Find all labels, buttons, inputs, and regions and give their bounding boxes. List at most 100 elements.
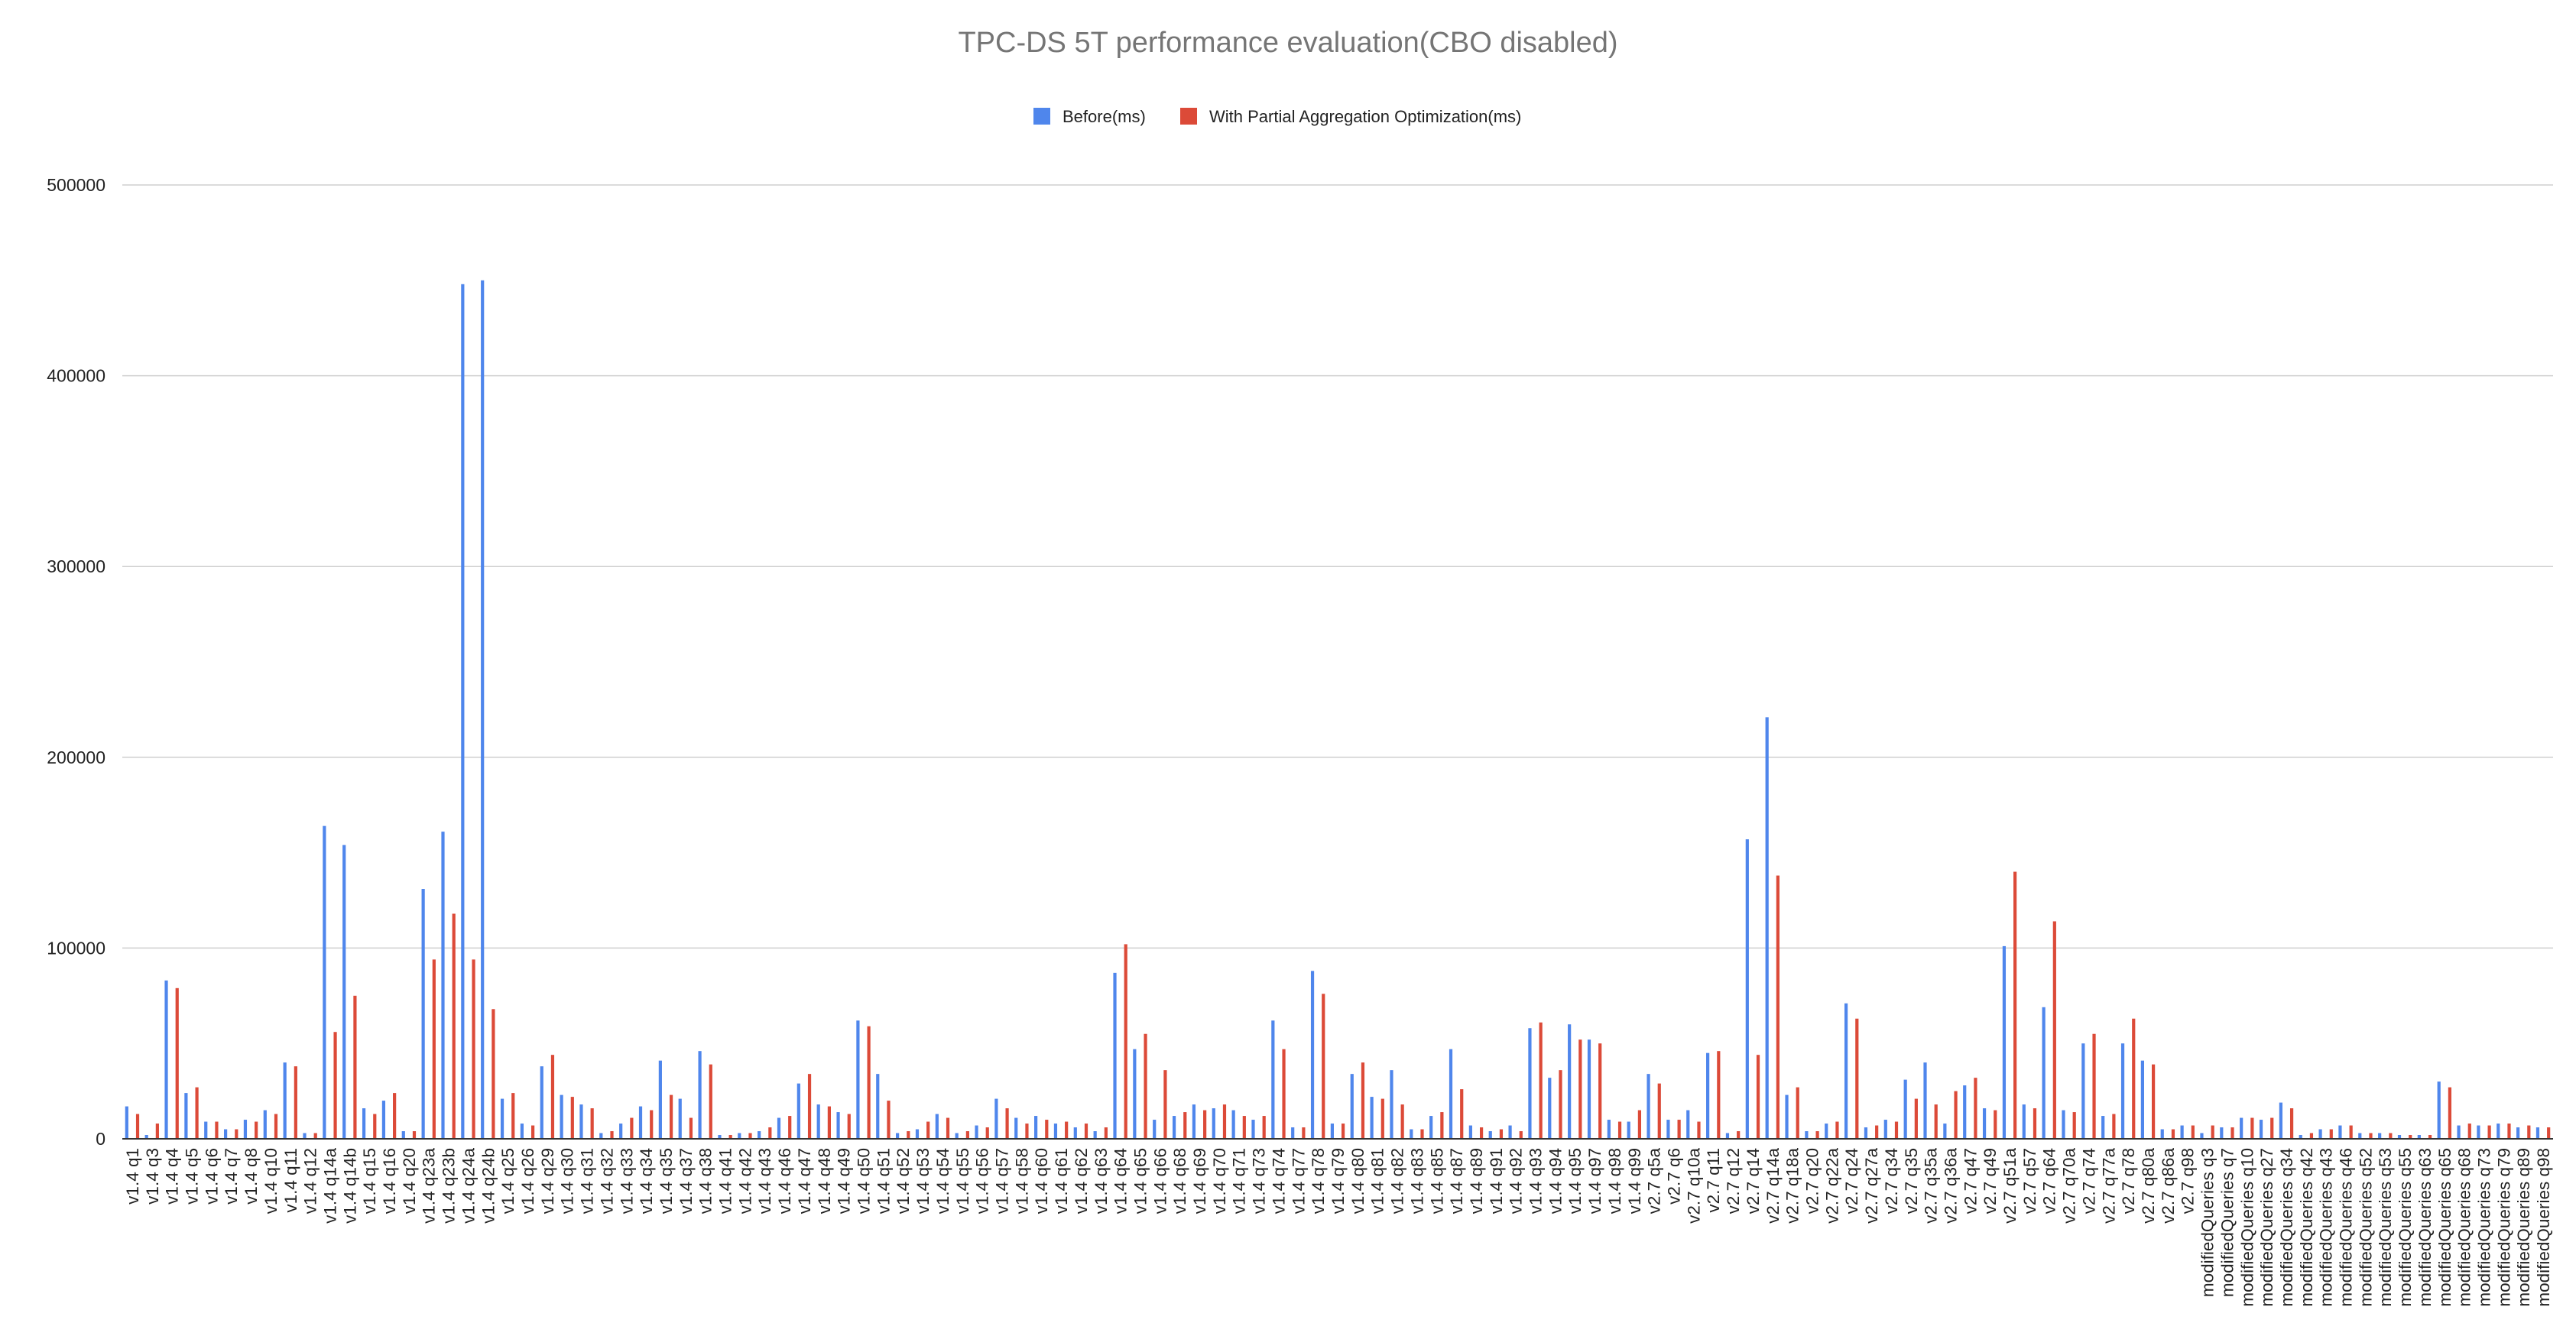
x-tick-label: v1.4 q77 <box>1289 1148 1308 1214</box>
x-tick-label: v1.4 q80 <box>1348 1148 1367 1214</box>
bar-optimized <box>1559 1070 1562 1139</box>
bar-before <box>1014 1117 1018 1139</box>
bar-before <box>2200 1133 2204 1139</box>
bar-optimized <box>531 1125 535 1139</box>
bar-before <box>2437 1081 2441 1139</box>
bar-optimized <box>669 1094 673 1139</box>
bar-before <box>2516 1127 2520 1139</box>
bar-before <box>1330 1124 1334 1139</box>
bar-optimized <box>373 1114 377 1139</box>
x-tick-label: modifiedQueries q7 <box>2218 1148 2237 1297</box>
x-tick-label: v1.4 q81 <box>1368 1148 1387 1214</box>
bar-before <box>2457 1125 2461 1139</box>
bar-before <box>164 980 168 1139</box>
x-tick-label: modifiedQueries q34 <box>2277 1148 2296 1307</box>
bar-optimized <box>728 1135 732 1139</box>
bar-optimized <box>1677 1120 1681 1139</box>
bar-before <box>658 1060 662 1139</box>
y-tick-label: 0 <box>96 1129 105 1149</box>
bar-optimized <box>1262 1116 1266 1139</box>
bar-optimized <box>1617 1121 1622 1139</box>
x-tick-label: v1.4 q10 <box>261 1148 281 1214</box>
bar-before <box>698 1051 702 1139</box>
bar-optimized <box>1914 1098 1918 1139</box>
bar-before <box>500 1098 504 1139</box>
bar-before <box>1864 1127 1868 1139</box>
bar-before <box>1034 1116 1038 1139</box>
x-tick-label: v1.4 q58 <box>1012 1148 1031 1214</box>
bar-optimized <box>313 1133 317 1139</box>
bar-before <box>243 1120 248 1139</box>
bar-before <box>2101 1116 2105 1139</box>
bar-before <box>935 1114 939 1139</box>
bar-before <box>1844 1003 1848 1139</box>
bar-before <box>144 1135 148 1139</box>
bar-optimized <box>2369 1133 2373 1139</box>
bar-optimized <box>1104 1127 1108 1139</box>
bar-before <box>1212 1108 1215 1139</box>
bar-optimized <box>1420 1129 1424 1139</box>
x-tick-label: v1.4 q60 <box>1032 1148 1051 1214</box>
x-tick-label: v1.4 q94 <box>1546 1148 1565 1214</box>
legend-swatch-optimized <box>1180 108 1197 125</box>
x-tick-label: v1.4 q4 <box>163 1148 182 1205</box>
x-tick-label: v1.4 q12 <box>301 1148 320 1214</box>
bar-optimized <box>333 1032 337 1139</box>
bar-before <box>876 1074 880 1139</box>
x-tick-label: v1.4 q56 <box>973 1148 992 1214</box>
bar-before <box>362 1108 366 1139</box>
x-tick-label: modifiedQueries q46 <box>2337 1148 2356 1307</box>
x-tick-label: v2.7 q57 <box>2020 1148 2039 1214</box>
bar-before <box>125 1106 128 1139</box>
bar-before <box>1982 1108 1987 1139</box>
bar-optimized <box>1697 1121 1701 1139</box>
bar-optimized <box>2389 1133 2393 1139</box>
x-tick-label: v1.4 q54 <box>933 1148 952 1214</box>
bar-before <box>204 1121 208 1139</box>
x-tick-label: v2.7 q64 <box>2040 1148 2059 1214</box>
bar-before <box>540 1066 543 1139</box>
bar-optimized <box>768 1127 772 1139</box>
bar-optimized <box>195 1087 199 1139</box>
bars <box>125 280 2551 1139</box>
bar-optimized <box>255 1121 258 1139</box>
x-tick-label: v1.4 q87 <box>1447 1148 1466 1214</box>
bar-optimized <box>1835 1121 1839 1139</box>
bar-before <box>184 1093 188 1139</box>
bar-optimized <box>511 1093 515 1139</box>
bar-before <box>2397 1135 2402 1139</box>
x-tick-label: v2.7 q49 <box>1981 1148 2000 1214</box>
bar-optimized <box>2250 1117 2254 1139</box>
x-tick-label: v1.4 q1 <box>123 1148 142 1205</box>
bar-before <box>2535 1127 2540 1139</box>
bar-optimized <box>1005 1108 1009 1139</box>
bar-optimized <box>2013 871 2017 1139</box>
bar-before <box>2120 1043 2125 1139</box>
bar-optimized <box>2152 1064 2156 1139</box>
x-tick-label: v1.4 q31 <box>578 1148 597 1214</box>
bar-optimized <box>472 959 475 1139</box>
bar-before <box>599 1133 603 1139</box>
x-tick-label: v2.7 q6 <box>1665 1148 1684 1205</box>
bar-before <box>1706 1052 1710 1139</box>
bar-before <box>1073 1127 1077 1139</box>
bar-optimized <box>887 1101 891 1139</box>
bar-optimized <box>827 1106 831 1139</box>
bar-optimized <box>1163 1070 1167 1139</box>
bar-optimized <box>2487 1125 2491 1139</box>
x-tick-label: modifiedQueries q55 <box>2396 1148 2415 1307</box>
x-tick-label: v1.4 q89 <box>1467 1148 1486 1214</box>
x-tick-label: v1.4 q68 <box>1170 1148 1189 1214</box>
x-tick-label: v2.7 q5a <box>1645 1148 1664 1214</box>
bar-before <box>2240 1117 2243 1139</box>
x-tick-label: v1.4 q62 <box>1072 1148 1091 1214</box>
bar-before <box>2378 1133 2382 1139</box>
bar-optimized <box>610 1131 614 1139</box>
bar-optimized <box>2211 1125 2214 1139</box>
bar-optimized <box>1203 1110 1207 1139</box>
bar-optimized <box>155 1124 159 1139</box>
x-tick-label: v2.7 q70a <box>2060 1148 2079 1224</box>
x-tick-label: v1.4 q95 <box>1565 1148 1585 1214</box>
x-tick-label: modifiedQueries q73 <box>2475 1148 2494 1307</box>
